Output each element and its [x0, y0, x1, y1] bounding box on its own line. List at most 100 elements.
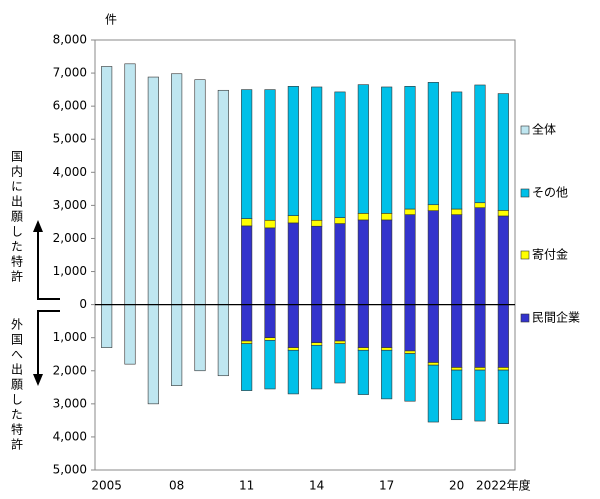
bar-segment — [334, 343, 346, 384]
bar-segment — [451, 91, 463, 210]
bar-segment — [287, 222, 299, 305]
bar-segment — [474, 304, 486, 368]
bar-segment — [381, 347, 393, 351]
y-tick-label: 0 — [79, 297, 87, 311]
bar-segment — [264, 89, 276, 221]
bar-segment — [311, 344, 323, 390]
bar-segment — [264, 219, 276, 229]
bar-segment — [241, 343, 253, 391]
bar-segment — [311, 86, 323, 221]
bar-segment — [497, 304, 509, 368]
bar-segment — [287, 86, 299, 216]
bar-segment — [381, 213, 393, 221]
bar-segment — [287, 349, 299, 395]
x-tick-label: 11 — [239, 479, 254, 493]
bar-segment — [287, 215, 299, 224]
bar-segment — [357, 347, 369, 351]
bar-segment — [311, 304, 323, 343]
y-tick-label: 5,000 — [53, 463, 87, 477]
bar-segment — [451, 367, 463, 371]
y-tick-label: 6,000 — [53, 99, 87, 113]
bar-segment — [124, 63, 136, 305]
legend-swatch — [520, 125, 530, 135]
bar-segment — [241, 340, 253, 344]
bar-segment — [357, 219, 369, 305]
plot-frame — [94, 39, 516, 471]
bar-segment — [497, 210, 509, 217]
bar-segment — [357, 213, 369, 221]
y-tick-label: 2,000 — [53, 363, 87, 377]
y-unit: 件 — [105, 13, 117, 27]
bar-segment — [334, 223, 346, 305]
bar-segment — [241, 304, 253, 342]
bar-segment — [474, 202, 486, 209]
bar-segment — [427, 304, 439, 363]
bar-segment — [451, 214, 463, 305]
y-tick-label: 2,000 — [53, 231, 87, 245]
bar-segment — [241, 89, 253, 219]
bar-segment — [311, 225, 323, 305]
y-tick-label: 5,000 — [53, 132, 87, 146]
bar-segment — [194, 79, 206, 305]
bar-segment — [241, 218, 253, 227]
bar-segment — [264, 304, 276, 338]
bar-segment — [427, 362, 439, 366]
bar-segment — [404, 214, 416, 305]
x-tick-label: 2022年度 — [476, 478, 531, 493]
bar-segment — [287, 304, 299, 348]
bar-segment — [311, 219, 323, 227]
bar-segment — [101, 66, 113, 305]
bar-segment — [217, 304, 229, 377]
bar-segment — [381, 304, 393, 348]
bar-segment — [334, 340, 346, 344]
x-tick-label: 14 — [309, 479, 324, 493]
bar-segment — [381, 86, 393, 214]
bar-segment — [497, 369, 509, 424]
bar-segment — [427, 204, 439, 211]
bar-segment — [334, 217, 346, 224]
y-tick-label: 7,000 — [53, 66, 87, 80]
y-tick-label: 1,000 — [53, 264, 87, 278]
bar-segment — [404, 350, 416, 354]
bar-segment — [427, 82, 439, 206]
x-tick-label: 17 — [379, 479, 394, 493]
legend-label: 全体 — [532, 122, 556, 137]
legend-swatch — [520, 250, 530, 260]
bar-segment — [171, 73, 183, 305]
bar-segment — [311, 342, 323, 346]
bar-segment — [381, 349, 393, 400]
bar-segment — [404, 353, 416, 402]
x-tick-label: 2005 — [91, 479, 122, 493]
bar-segment — [497, 215, 509, 305]
y-tick-label: 3,000 — [53, 198, 87, 212]
bar-segment — [334, 91, 346, 218]
bar-segment — [171, 304, 183, 386]
y-tick-label: 8,000 — [53, 33, 87, 47]
bar-segment — [147, 304, 159, 405]
bar-segment — [474, 369, 486, 422]
bar-segment — [357, 84, 369, 214]
bar-segment — [451, 304, 463, 368]
legend-swatch — [520, 188, 530, 198]
lower-label: 外国へ出願した特許 — [10, 318, 24, 453]
bar-segment — [427, 210, 439, 305]
legend-label: その他 — [532, 186, 568, 200]
bar-segment — [474, 207, 486, 305]
bar-segment — [451, 369, 463, 421]
bar-segment — [381, 219, 393, 305]
bar-segment — [357, 304, 369, 348]
bar-segment — [101, 304, 113, 348]
bar-segment — [264, 337, 276, 341]
bar-segment — [264, 340, 276, 390]
legend-swatch — [520, 313, 530, 323]
bar-segment — [497, 93, 509, 211]
bar-segment — [497, 367, 509, 371]
x-tick-label: 08 — [169, 479, 184, 493]
bar-segment — [287, 347, 299, 351]
bar-segment — [404, 208, 416, 215]
bar-segment — [357, 349, 369, 395]
arrows — [33, 220, 60, 386]
bar-segment — [474, 84, 486, 204]
y-tick-label: 4,000 — [53, 165, 87, 179]
